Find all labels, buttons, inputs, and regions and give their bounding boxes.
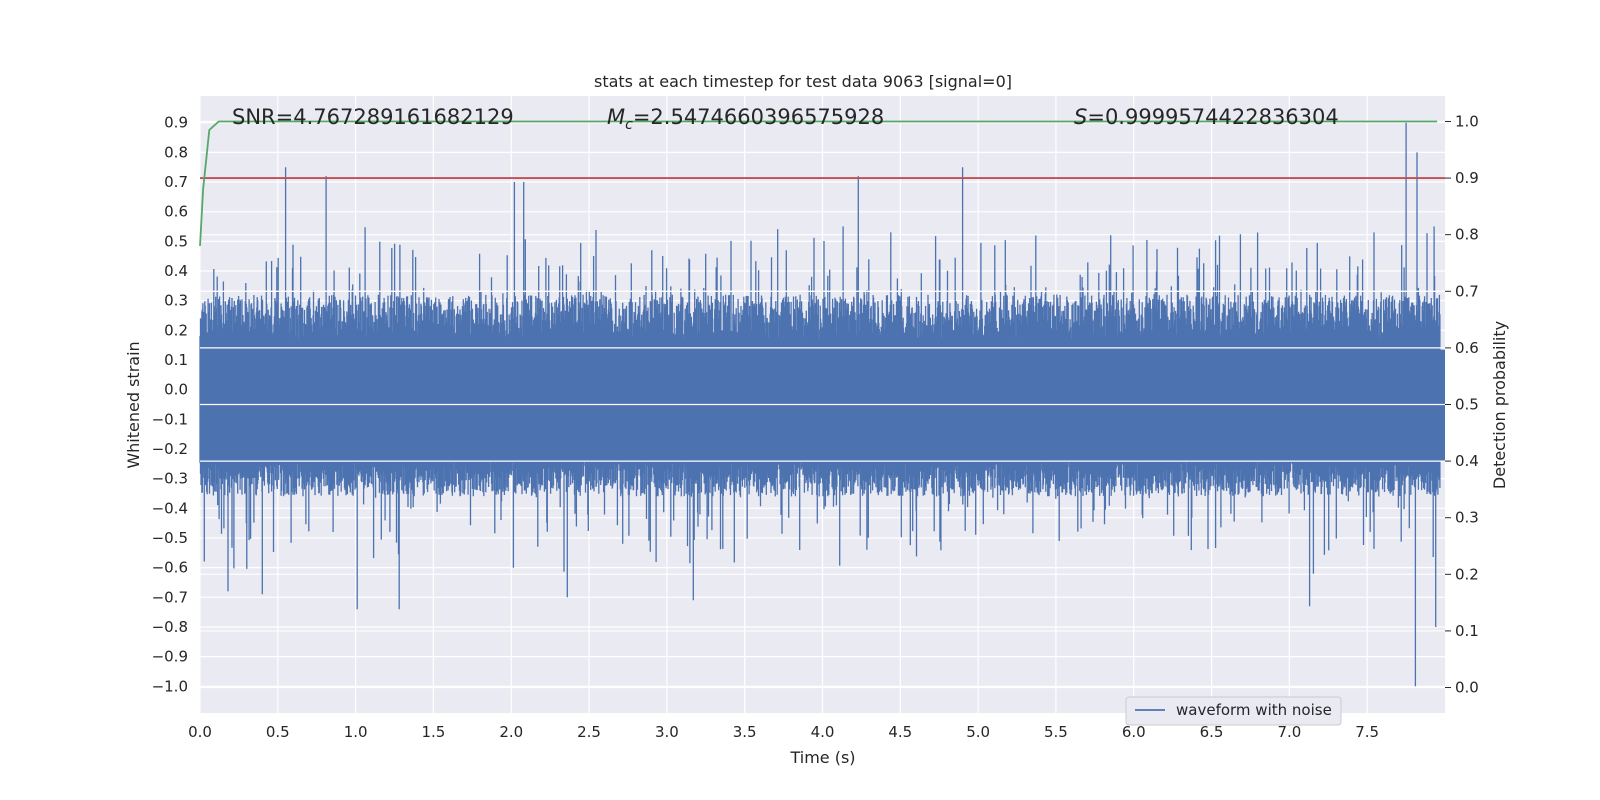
- x-tick-label: 1.0: [344, 723, 368, 741]
- y-right-tick-label: 0.1: [1455, 622, 1479, 640]
- y-right-tick-label: 0.6: [1455, 339, 1479, 357]
- x-tick-label: 0.0: [188, 723, 212, 741]
- waveform-series: [199, 122, 1445, 687]
- y-left-axis-ticks: 0.9 0.8 0.7 0.6 0.5 0.4 0.3 0.2 0.1 0.0 −0.1 −0.2 −0…: [152, 114, 188, 696]
- x-tick-label: 5.5: [1044, 723, 1068, 741]
- snr-annotation: SNR=4.767289161682129: [232, 105, 514, 129]
- y-left-tick-label: 0.3: [164, 292, 188, 310]
- x-tick-label: 3.0: [655, 723, 679, 741]
- x-tick-label: 1.5: [422, 723, 446, 741]
- legend: waveform with noise: [1125, 696, 1342, 726]
- mc-symbol: M: [607, 105, 625, 129]
- s-annotation: S=0.9999574422836304: [1074, 105, 1339, 129]
- x-tick-label: 7.0: [1277, 723, 1301, 741]
- y-right-axis-ticks: 1.0 0.9 0.8 0.7 0.6 0.5 0.4 0.3 0.2 0.1 0.0: [1445, 112, 1479, 697]
- s-symbol: S: [1074, 105, 1087, 129]
- legend-box: [1125, 696, 1342, 726]
- y-left-tick-label: 0.9: [164, 114, 188, 132]
- x-tick-label: 6.5: [1200, 723, 1224, 741]
- x-tick-label: 7.5: [1355, 723, 1379, 741]
- y-right-tick-label: 0.9: [1455, 169, 1479, 187]
- y-right-tick-label: 0.0: [1455, 679, 1479, 697]
- y-right-tick-label: 0.7: [1455, 282, 1479, 300]
- chirp-mass-annotation: Mc=2.5474660396575928: [607, 105, 884, 133]
- y-left-tick-label: −0.8: [152, 618, 188, 636]
- y-right-tick-label: 1.0: [1455, 112, 1479, 130]
- y-left-tick-label: −0.4: [152, 499, 188, 517]
- y-left-tick-label: −0.9: [152, 648, 188, 666]
- grid-overlay: [200, 290, 1445, 462]
- s-value: =0.9999574422836304: [1087, 105, 1338, 129]
- y-left-tick-label: −0.6: [152, 559, 188, 577]
- y-left-axis-label: Whitened strain: [124, 341, 143, 468]
- x-tick-label: 4.5: [888, 723, 912, 741]
- detection-probability-line: [199, 120, 1438, 247]
- x-tick-label: 4.0: [811, 723, 835, 741]
- y-left-tick-label: 0.7: [164, 173, 188, 191]
- x-tick-label: 6.0: [1122, 723, 1146, 741]
- y-right-tick-label: 0.4: [1455, 452, 1479, 470]
- y-left-tick-label: 0.4: [164, 262, 188, 280]
- y-right-tick-label: 0.5: [1455, 396, 1479, 414]
- x-axis-label: Time (s): [789, 748, 855, 767]
- y-left-tick-label: −0.1: [152, 410, 188, 428]
- y-left-tick-label: 0.2: [164, 321, 188, 339]
- y-left-tick-label: 0.1: [164, 351, 188, 369]
- y-left-tick-label: −0.5: [152, 529, 188, 547]
- x-tick-label: 0.5: [266, 723, 290, 741]
- x-tick-label: 2.0: [499, 723, 523, 741]
- x-tick-label: 3.5: [733, 723, 757, 741]
- y-left-tick-label: 0.5: [164, 232, 188, 250]
- snr-value: 4.767289161682129: [293, 105, 513, 129]
- legend-label: waveform with noise: [1176, 701, 1332, 719]
- y-right-tick-label: 0.3: [1455, 509, 1479, 527]
- y-left-tick-label: −0.2: [152, 440, 188, 458]
- x-tick-label: 2.5: [577, 723, 601, 741]
- chart-title: stats at each timestep for test data 906…: [594, 72, 1012, 91]
- mc-value: =2.5474660396575928: [633, 105, 884, 129]
- snr-prefix: SNR=: [232, 105, 293, 129]
- y-right-tick-label: 0.2: [1455, 565, 1479, 583]
- x-tick-label: 5.0: [966, 723, 990, 741]
- mc-subscript: c: [625, 117, 633, 133]
- y-left-tick-label: 0.8: [164, 143, 188, 161]
- y-left-tick-label: −0.3: [152, 470, 188, 488]
- x-axis-ticks: 0.0 0.5 1.0 1.5 2.0 2.5 3.0 3.5 4.0 4.5 5.0 5.5 6.0 6…: [188, 723, 1379, 741]
- y-right-axis-label: Detection probability: [1490, 321, 1509, 489]
- y-left-tick-label: −1.0: [152, 677, 188, 695]
- y-left-tick-label: 0.0: [164, 381, 188, 399]
- y-left-tick-label: 0.6: [164, 203, 188, 221]
- y-left-tick-label: −0.7: [152, 588, 188, 606]
- waveform-trace: [199, 122, 1441, 687]
- y-right-tick-label: 0.8: [1455, 226, 1479, 244]
